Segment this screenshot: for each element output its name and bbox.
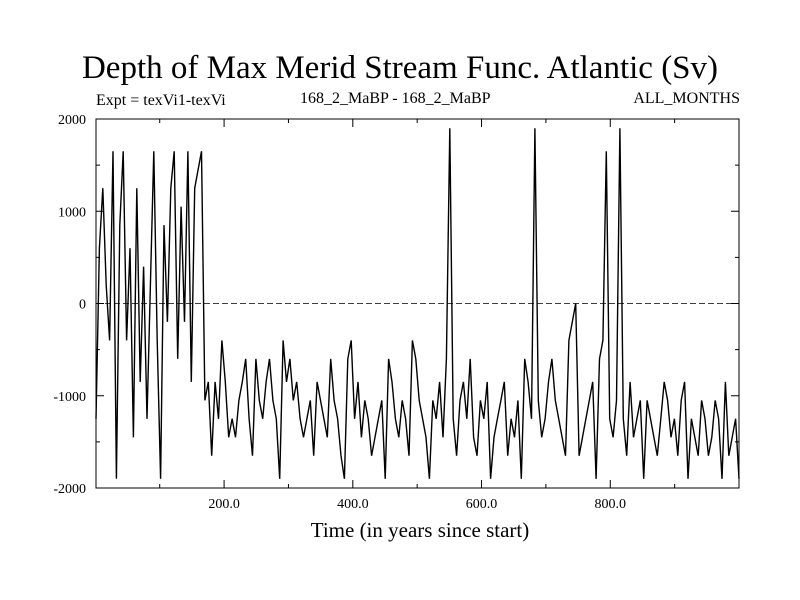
chart-title: Depth of Max Merid Stream Func. Atlantic… (81, 50, 719, 86)
x-tick-label-800.0: 800.0 (595, 497, 627, 512)
x-axis-label: Time (in years since start) (310, 518, 530, 542)
series-line-0 (95, 128, 740, 479)
x-tick-label-200.0: 200.0 (208, 497, 240, 512)
y-tick-label-2000: 2000 (58, 113, 86, 128)
y-tick-label-1000: 1000 (58, 205, 86, 220)
ticks-layer: 200.0 400.0 600.0 800.0 -2000 -1000 0 1000 2000 (53, 113, 739, 512)
y-tick-label-0: 0 (79, 298, 86, 313)
x-tick-label-600.0: 600.0 (466, 497, 498, 512)
y-tick-label--2000: -2000 (53, 482, 86, 497)
months-label: ALL_MONTHS (633, 90, 740, 107)
x-tick-label-400.0: 400.0 (337, 497, 369, 512)
experiment-subtitle: 168_2_MaBP - 168_2_MaBP (300, 90, 491, 107)
y-tick-label--1000: -1000 (53, 390, 86, 405)
plot-frame (95, 118, 740, 489)
series-layer (95, 128, 740, 479)
experiment-label: Expt = texVi1-texVi (96, 92, 226, 109)
